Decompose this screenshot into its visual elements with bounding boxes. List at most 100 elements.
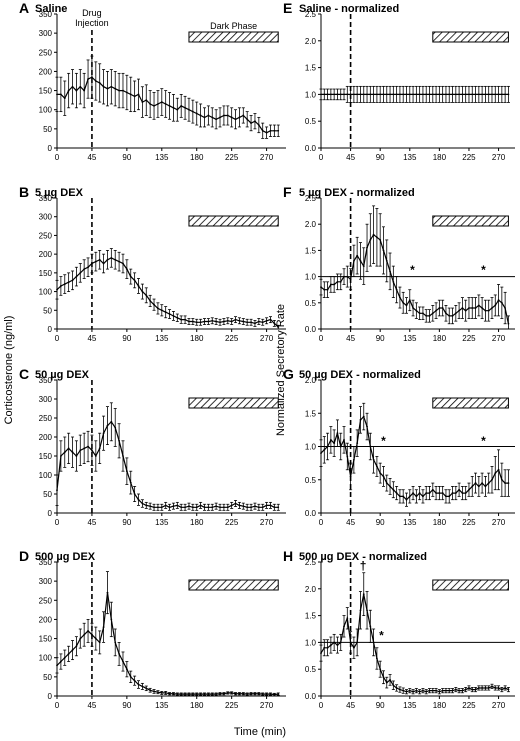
panel-d-data-point [153, 690, 155, 693]
panel-d-x-tick-label: 45 [87, 701, 96, 710]
panel-a-data-point [222, 114, 225, 117]
panel-h-x-tick-label: 180 [433, 701, 447, 710]
panel-d-y-tick-label: 350 [39, 558, 53, 567]
panel-d-data-point [219, 692, 221, 695]
panel-g-data-point [422, 495, 424, 498]
panel-f-data-point [382, 249, 385, 252]
panel-g-data-point [497, 468, 500, 471]
panel-f-data-point [395, 288, 398, 291]
panel-g-data-point [458, 488, 461, 491]
panel-h-data-point [333, 641, 336, 644]
panel-c-data-point [250, 506, 252, 509]
panel-c-x-tick-label: 270 [260, 518, 274, 527]
panel-a-data-point [94, 80, 97, 82]
panel-a-data-point [172, 106, 175, 109]
panel-d-y-tick-label: 50 [43, 673, 52, 682]
panel-b-data-point [257, 320, 260, 323]
panel-f-data-point [474, 307, 477, 309]
panel-f-data-point [336, 280, 339, 283]
panel-h-y-tick-label: 0.5 [305, 665, 317, 674]
panel-h-data-point [339, 641, 342, 644]
panel-a-data-point [63, 97, 66, 100]
panel-a-data-point [207, 114, 210, 117]
panel-e-data-point [359, 93, 362, 96]
panel-f-data-point [372, 233, 375, 236]
panel-a-data-point [164, 103, 167, 105]
panel-g-x-tick-label: 0 [319, 518, 324, 527]
panel-f-annotation: * [481, 263, 486, 277]
panel-b-data-point [56, 288, 58, 291]
panel-f-dark-phase-bar [432, 215, 509, 227]
panel-c-data-point [222, 506, 225, 509]
panel-c-data-point [91, 449, 93, 452]
panel-h-data-point [487, 687, 490, 689]
panel-a-data-point [242, 114, 245, 117]
panel-f-data-point [422, 312, 424, 315]
panel-e-data-point [471, 93, 474, 96]
panel-f-data-point [362, 265, 365, 268]
panel-g-data-point [399, 495, 401, 498]
panel-d-data-point [230, 692, 233, 694]
panel-b-data-point [83, 268, 86, 271]
panel-b-data-point [102, 262, 105, 265]
panel-a-data-point [211, 116, 214, 119]
panel-a-data-point [160, 101, 163, 103]
panel-c-data-point [191, 506, 194, 509]
panel-e-data-point [504, 93, 507, 96]
panel-b-y-tick-label: 300 [39, 213, 53, 222]
panel-e-data-point [445, 93, 447, 96]
panel-g-data-point [464, 492, 467, 494]
panel-f-data-point [458, 309, 461, 312]
panel-f-data-point [323, 288, 326, 291]
panel-a-data-point [67, 89, 70, 92]
panel-d-data-point [176, 693, 179, 695]
panel-b-data-point [71, 279, 74, 282]
panel-a-data-point [180, 104, 183, 107]
panel-a-y-tick-label: 0 [48, 144, 53, 153]
panel-h-data-point [408, 689, 411, 692]
panel-d-data-point [199, 693, 202, 695]
panel-c-x-tick-label: 0 [55, 518, 60, 527]
panel-e-y-tick-label: 1.0 [305, 90, 317, 99]
panel-b-data-point [277, 326, 280, 329]
panel-c-data-point [110, 420, 113, 423]
panel-g-data-point [352, 458, 355, 461]
panel-b-data-point [226, 319, 229, 322]
panel-g-dark-phase-bar [432, 397, 509, 409]
panel-c-data-point [63, 451, 66, 454]
panel-g-data-point [412, 492, 414, 494]
panel-e-x-tick-label: 225 [462, 153, 476, 162]
panel-b-data-point [180, 318, 183, 321]
panel-h-x-tick-label: 225 [462, 701, 476, 710]
panel-d-data-point [222, 692, 225, 695]
panel-d-y-tick-label: 200 [39, 615, 53, 624]
panel-f-x-tick-label: 90 [376, 334, 385, 343]
panel-g-data-point [339, 445, 342, 448]
panel-c-data-point [254, 505, 256, 508]
panel-a-data-point [226, 114, 229, 117]
panel-h-data-point [438, 690, 441, 693]
panel-a-x-tick-label: 90 [122, 153, 131, 162]
panel-a-data-point [265, 131, 268, 134]
panel-a-data-point [125, 91, 128, 94]
panel-h-data-point [369, 625, 372, 628]
panel-h: H 500 µg DEX - normalized 0.0 0.5 1.0 1.5 2.0 2… [283, 548, 515, 710]
panel-f-x-tick-label: 225 [462, 334, 476, 343]
panel-f-data-point [375, 236, 378, 239]
panel-h-data-point [441, 689, 444, 692]
panel-h-data-point [448, 689, 451, 692]
panel-a-data-point [234, 118, 237, 121]
panel-e-data-point [366, 93, 368, 96]
panel-f-data-point [451, 315, 454, 317]
panel-h-data-point [389, 679, 391, 681]
panel-d-data-point [164, 692, 167, 694]
panel-e-data-point [375, 93, 378, 96]
panel-d-data-point [250, 692, 252, 695]
panel-f-data-point [349, 278, 352, 281]
panel-d-data-point [79, 637, 82, 640]
panel-g-x-tick-label: 90 [376, 518, 385, 527]
panel-g-data-point [320, 452, 322, 455]
panel-g-x-tick-label: 270 [492, 518, 506, 527]
panel-c-data-point [102, 432, 105, 435]
panel-h-data-point [497, 687, 500, 689]
